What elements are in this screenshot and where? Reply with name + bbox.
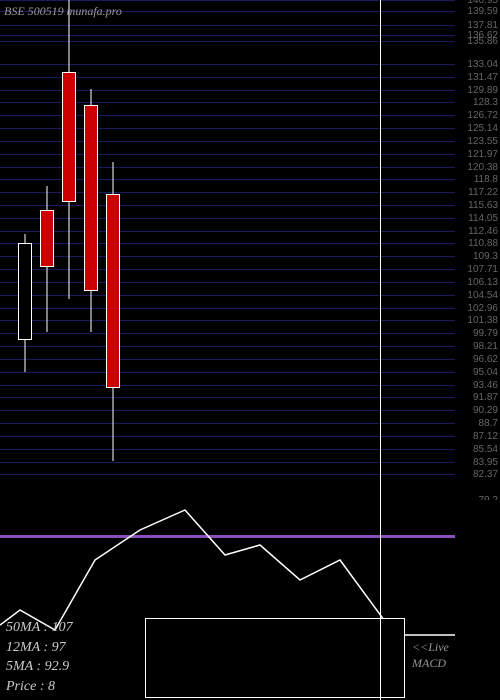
- y-tick-label: 96.62: [455, 354, 498, 365]
- y-tick-label: 99.79: [455, 328, 498, 339]
- ma12-label: 12MA : 97: [6, 638, 73, 658]
- grid-line: [0, 449, 455, 450]
- grid-line: [0, 462, 455, 463]
- candle-body: [106, 194, 120, 388]
- y-tick-label: 112.46: [455, 226, 498, 237]
- grid-line: [0, 359, 455, 360]
- macd-panel: 50MA : 107 12MA : 97 5MA : 92.9 Price : …: [0, 500, 500, 700]
- y-tick-label: 118.8: [455, 174, 498, 185]
- y-tick-label: 126.72: [455, 110, 498, 121]
- y-tick-label: 87.12: [455, 431, 498, 442]
- price-label: Price : 8: [6, 677, 73, 697]
- grid-line: [0, 397, 455, 398]
- grid-line: [0, 410, 455, 411]
- y-tick-label: 85.54: [455, 444, 498, 455]
- y-tick-label: 110.88: [455, 238, 498, 249]
- y-tick-label: 104.54: [455, 290, 498, 301]
- macd-marker: MACD: [412, 656, 446, 671]
- grid-line: [0, 346, 455, 347]
- y-tick-label: 117.22: [455, 187, 498, 198]
- y-tick-label: 95.04: [455, 367, 498, 378]
- macd-box: [145, 618, 405, 698]
- y-tick-label: 139.59: [455, 6, 498, 17]
- y-tick-label: 133.04: [455, 59, 498, 70]
- y-tick-label: 93.46: [455, 380, 498, 391]
- grid-line: [0, 333, 455, 334]
- candle-body: [18, 243, 32, 340]
- grid-line: [0, 308, 455, 309]
- y-tick-label: 128.3: [455, 97, 498, 108]
- y-tick-label: 120.38: [455, 162, 498, 173]
- y-tick-label: 82.37: [455, 469, 498, 480]
- y-axis: 140.95139.59137.81136.62135.86133.04131.…: [455, 0, 500, 500]
- y-tick-label: 131.47: [455, 72, 498, 83]
- grid-line: [0, 423, 455, 424]
- ma5-label: 5MA : 92.9: [6, 657, 73, 677]
- y-tick-label: 83.95: [455, 457, 498, 468]
- cursor-vline: [380, 0, 381, 700]
- chart-title: BSE 500519 munafa.pro: [4, 4, 122, 19]
- y-tick-label: 123.55: [455, 136, 498, 147]
- y-tick-label: 135.86: [455, 36, 498, 47]
- info-block: 50MA : 107 12MA : 97 5MA : 92.9 Price : …: [6, 618, 73, 696]
- candle-body: [40, 210, 54, 267]
- y-tick-label: 88.7: [455, 418, 498, 429]
- y-tick-label: 109.3: [455, 251, 498, 262]
- y-tick-label: 121.97: [455, 149, 498, 160]
- y-tick-label: 98.21: [455, 341, 498, 352]
- y-tick-label: 106.13: [455, 277, 498, 288]
- grid-line: [0, 385, 455, 386]
- price-chart: BSE 500519 munafa.pro: [0, 0, 455, 500]
- y-tick-label: 102.96: [455, 303, 498, 314]
- y-tick-label: 125.14: [455, 123, 498, 134]
- y-tick-label: 115.63: [455, 200, 498, 211]
- live-marker: <<Live: [412, 640, 449, 655]
- macd-line: [0, 510, 455, 635]
- grid-line: [0, 372, 455, 373]
- y-tick-label: 107.71: [455, 264, 498, 275]
- y-tick-label: 129.89: [455, 85, 498, 96]
- y-tick-label: 90.29: [455, 405, 498, 416]
- grid-line: [0, 436, 455, 437]
- grid-line: [0, 474, 455, 475]
- ma50-label: 50MA : 107: [6, 618, 73, 638]
- y-tick-label: 101.38: [455, 315, 498, 326]
- y-tick-label: 114.05: [455, 213, 498, 224]
- candle-body: [84, 105, 98, 291]
- y-tick-label: 91.87: [455, 392, 498, 403]
- candle-body: [62, 72, 76, 202]
- grid-line: [0, 320, 455, 321]
